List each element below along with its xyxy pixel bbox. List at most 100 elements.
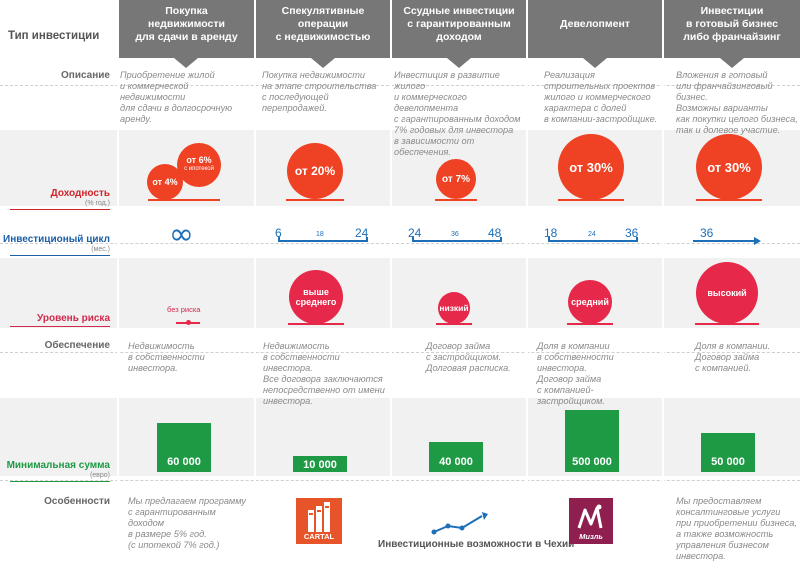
cartal-logo-text: CARTAL [303,532,335,541]
cycle-max: 24 [355,226,369,240]
mizan-logo-text: Мизль [579,532,603,541]
min-sum-bar: 40 000 [429,442,483,472]
cycle-tick [636,237,638,242]
column-header-label: Девелопмент [560,17,630,30]
growth-trend-icon [431,512,488,535]
column-header-loans: Ссудные инвестиции с гарантированным дох… [392,0,526,58]
yield-note: с ипотекой [184,166,214,172]
cycle-tick [366,237,368,242]
row-unit-yield: (% год.) [85,200,110,207]
cycle-tick [412,237,414,242]
mizan-logo[interactable]: Мизль [569,498,613,544]
row-label-features: Особенности [44,496,110,507]
yield-circle: от 30% [558,134,624,200]
yield-circle: от 20% [287,143,343,199]
row-label-cycle: Инвестиционый цикл [3,234,110,245]
page-title: Тип инвестиции [8,30,100,42]
row-unit-cycle: (мес.) [91,246,110,253]
cycle-mid: 18 [316,231,324,238]
cycle-min: 24 [408,226,422,240]
yield-value: от 20% [294,164,336,178]
yield-baseline [286,199,344,201]
arrow-right-icon [754,237,761,245]
row-label-risk: Уровень риска [37,313,110,324]
risk-circle: низкий [438,292,470,324]
risk-label: без риска [167,305,201,314]
row-divider [0,85,800,86]
column-header-rental: Покупка недвижимости для сдачи в аренду [119,0,254,58]
security-text: Недвижимость в собственности инвестора. [128,341,205,373]
min-sum-value: 60 000 [167,456,201,468]
min-sum-value: 40 000 [439,456,473,468]
cycle-min: 36 [700,226,714,240]
yield-circle: от 30% [696,134,762,200]
row-label-underline [10,209,110,210]
band-min-sum [0,398,800,476]
column-header-label: Покупка недвижимости для сдачи в аренду [135,4,238,43]
row-divider [0,352,800,353]
header-arrow [174,58,198,68]
risk-dot [186,320,191,325]
column-header-label: Ссудные инвестиции с гарантированным дох… [403,4,515,43]
yield-value: от 30% [707,159,751,175]
description-text: Покупка недвижимости на этапе строительс… [262,70,377,113]
row-label-min-sum: Минимальная сумма [6,460,110,471]
column-header-label: Спекулятивные операции с недвижимостью [275,4,371,43]
yield-value: от 6% [186,155,212,165]
column-header-label: Инвестиции в готовый бизнес либо франчай… [683,4,781,43]
risk-baseline [288,323,344,325]
yield-value: от 4% [152,177,178,187]
features-text: Мы предоставляем консалтинговые услуги п… [676,496,797,561]
column-header-business: Инвестиции в готовый бизнес либо франчай… [664,0,800,58]
yield-baseline [558,199,624,201]
row-label-underline [10,481,110,482]
row-label-underline [10,255,110,256]
yield-baseline [696,199,762,201]
row-label-description: Описание [61,70,110,81]
column-separator [390,0,392,566]
cycle-timeline [693,240,757,242]
features-text: Мы предлагаем программу с гарантированны… [128,496,247,550]
security-text: Договор займа с застройщиком. Долговая р… [426,341,511,373]
min-sum-bar: 60 000 [157,423,211,472]
security-text: Доля в компании. Договор займа с компани… [695,341,771,373]
band-yield [0,130,800,206]
description-text: Инвестиция в развитие жилого и коммерчес… [394,70,521,157]
band-risk [0,258,800,328]
min-sum-bar: 500 000 [565,410,619,472]
cycle-timeline [412,240,502,242]
description-text: Реализация строительных проектов жилого … [544,70,658,124]
yield-value: от 7% [442,173,470,185]
cycle-max: 36 [625,226,639,240]
cycle-tick [500,237,502,242]
mizan-emblem-icon [577,504,603,529]
row-divider [0,480,800,481]
column-separator [117,0,119,566]
description-text: Приобретение жилой и коммерческой недвиж… [120,70,233,124]
header-arrow [583,58,607,68]
row-label-underline [10,326,110,327]
min-sum-value: 500 000 [572,456,612,468]
security-text: Доля в компании в собственности инвестор… [537,341,614,406]
row-unit-min-sum: (евро) [89,472,110,479]
risk-circle: средний [568,280,612,324]
risk-circle: высокий [696,262,758,324]
cycle-timeline [548,240,638,242]
risk-label: низкий [439,303,469,313]
risk-label: высокий [707,288,747,298]
header-arrow [447,58,471,68]
yield-circle: от 6% с ипотекой [177,143,221,187]
min-sum-bar: 50 000 [701,433,755,472]
cartal-logo[interactable]: CARTAL [296,498,342,544]
description-text: Вложения в готовый или франчайзинговый б… [676,70,798,135]
risk-baseline [567,323,613,325]
yield-circle: от 7% [436,159,476,199]
risk-circle: выше среднего [289,270,343,324]
cycle-min: 6 [275,226,282,240]
risk-label: выше среднего [295,287,337,307]
risk-label: средний [571,297,609,307]
yield-baseline [148,199,220,201]
column-separator [254,0,256,566]
column-separator [662,0,664,566]
risk-baseline [436,323,472,325]
